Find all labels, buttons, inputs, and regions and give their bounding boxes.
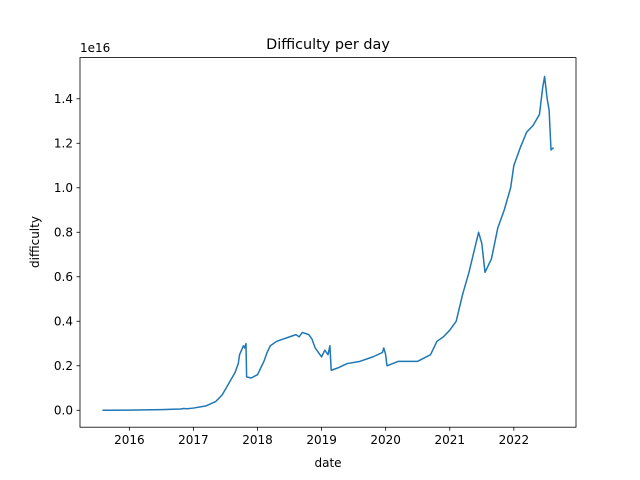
chart-title: Difficulty per day	[266, 37, 390, 53]
x-tick-label: 2022	[499, 433, 530, 447]
x-tick-label: 2019	[306, 433, 337, 447]
x-tick-label: 2017	[178, 433, 209, 447]
y-tick-label: 1.2	[54, 136, 73, 150]
plot-frame	[79, 57, 577, 428]
y-tick-label: 1.0	[54, 181, 73, 195]
x-tick-label: 2018	[242, 433, 273, 447]
y-tick-label: 0.0	[54, 403, 73, 417]
y-axis-label: difficulty	[28, 216, 42, 268]
x-tick-label: 2020	[370, 433, 401, 447]
y-tick-label: 0.6	[54, 270, 73, 284]
data-line	[102, 75, 555, 412]
y-tick-label: 0.4	[54, 314, 73, 328]
y-tick-label: 0.2	[54, 359, 73, 373]
y-tick-label: 0.8	[54, 225, 73, 239]
y-tick-label: 1.4	[54, 92, 73, 106]
x-tick-label: 2016	[114, 433, 145, 447]
x-axis-label: date	[314, 456, 341, 470]
x-tick-label: 2021	[434, 433, 465, 447]
y-offset-label: 1e16	[80, 41, 110, 55]
